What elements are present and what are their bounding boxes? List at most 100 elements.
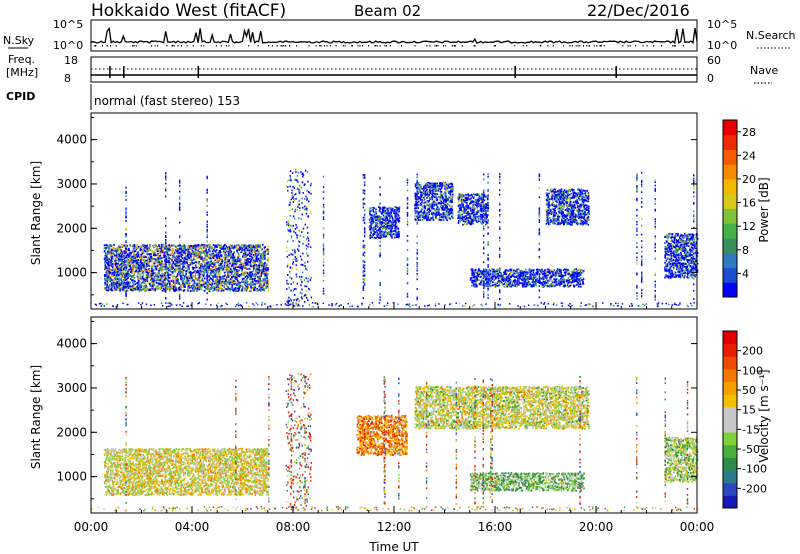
range-gate-cell	[202, 260, 204, 263]
range-gate-cell	[242, 251, 244, 254]
range-gate-cell	[391, 234, 393, 236]
range-gate-cell	[128, 251, 131, 254]
range-gate-cell	[264, 251, 266, 254]
range-gate-cell	[198, 279, 201, 282]
range-gate-cell	[112, 258, 115, 260]
range-gate-cell	[204, 282, 207, 285]
range-gate-cell	[431, 193, 433, 196]
nsearch-point	[473, 45, 475, 47]
range-gate-cell	[208, 279, 211, 281]
range-gate-cell	[375, 237, 377, 239]
range-gate-cell	[237, 285, 240, 288]
range-gate-cell	[211, 255, 214, 257]
range-gate-cell	[197, 262, 200, 265]
range-gate-cell	[123, 273, 126, 275]
range-gate-cell	[242, 256, 245, 259]
range-gate-cell	[168, 269, 170, 272]
range-gate-cell	[192, 279, 194, 281]
range-gate-cell	[231, 245, 234, 248]
range-gate-cell	[393, 209, 396, 212]
range-gate-cell	[392, 230, 395, 232]
range-gate-cell	[188, 247, 191, 250]
range-gate-cell	[223, 275, 226, 277]
range-gate-cell	[391, 226, 393, 229]
range-gate-cell	[424, 184, 427, 187]
range-gate-cell	[189, 254, 192, 257]
range-gate-cell	[245, 281, 247, 284]
range-gate-cell	[108, 269, 110, 271]
nsearch-point	[454, 45, 456, 47]
range-gate-cell	[113, 270, 116, 273]
range-gate-cell	[112, 252, 114, 255]
range-gate-cell	[200, 285, 202, 288]
range-gate-cell	[369, 221, 372, 224]
nsearch-point	[268, 45, 270, 47]
range-gate-cell	[154, 249, 156, 251]
range-gate-cell	[447, 184, 449, 187]
range-gate-cell	[133, 250, 136, 252]
range-gate-cell	[150, 281, 153, 284]
range-gate-cell	[398, 233, 400, 235]
range-gate-cell	[135, 269, 138, 272]
range-gate-cell	[142, 259, 145, 261]
range-gate-cell	[154, 279, 156, 282]
range-gate-cell	[160, 285, 163, 287]
range-gate-cell	[374, 231, 376, 234]
nsearch-point	[280, 45, 282, 47]
range-gate-cell	[182, 269, 185, 271]
range-gate-cell	[203, 271, 206, 274]
range-gate-cell	[163, 247, 166, 250]
range-gate-cell	[373, 207, 375, 209]
range-gate-cell	[175, 258, 178, 260]
range-gate-cell	[129, 287, 132, 289]
range-gate-cell	[111, 255, 114, 258]
range-gate-cell	[156, 257, 159, 260]
nsearch-point	[308, 45, 310, 47]
range-gate-cell	[169, 244, 171, 247]
range-gate-cell	[442, 212, 445, 214]
range-gate-cell	[192, 273, 194, 276]
nsky-trace	[90, 26, 698, 47]
range-gate-cell	[166, 278, 169, 281]
range-gate-cell	[193, 252, 195, 254]
range-gate-cell	[108, 262, 111, 265]
range-gate-cell	[262, 284, 265, 287]
range-gate-cell	[225, 265, 227, 268]
range-gate-cell	[113, 247, 115, 250]
range-gate-cell	[122, 269, 124, 272]
nsearch-point	[166, 45, 168, 47]
range-gate-cell	[159, 258, 161, 260]
range-gate-cell	[135, 253, 138, 256]
range-gate-cell	[218, 279, 220, 281]
range-gate-cell	[458, 207, 461, 210]
range-gate-cell	[147, 250, 149, 252]
range-gate-cell	[136, 282, 138, 285]
range-gate-cell	[172, 278, 174, 281]
range-gate-cell	[369, 207, 371, 210]
nsearch-point	[342, 45, 344, 47]
range-gate-cell	[146, 278, 148, 280]
range-gate-cell	[378, 209, 381, 212]
range-gate-cell	[198, 287, 200, 290]
range-gate-cell	[105, 279, 107, 282]
range-gate-cell	[153, 260, 156, 263]
range-gate-cell	[231, 279, 234, 282]
range-gate-cell	[142, 271, 145, 274]
range-gate-cell	[265, 266, 267, 269]
range-gate-cell	[105, 256, 108, 258]
range-gate-cell	[438, 216, 441, 219]
range-gate-cell	[107, 260, 110, 263]
range-gate-cell	[198, 284, 201, 286]
range-gate-cell	[137, 279, 139, 281]
range-gate-cell	[415, 204, 418, 207]
nsearch-point	[682, 45, 684, 47]
range-gate-cell	[199, 274, 202, 277]
range-gate-cell	[375, 211, 377, 213]
range-gate-cell	[217, 260, 219, 262]
nsearch-point	[629, 45, 631, 47]
nsearch-point	[271, 45, 273, 47]
range-gate-cell	[231, 258, 234, 261]
range-gate-cell	[187, 256, 189, 258]
range-gate-cell	[202, 285, 204, 288]
range-gate-cell	[183, 262, 186, 265]
